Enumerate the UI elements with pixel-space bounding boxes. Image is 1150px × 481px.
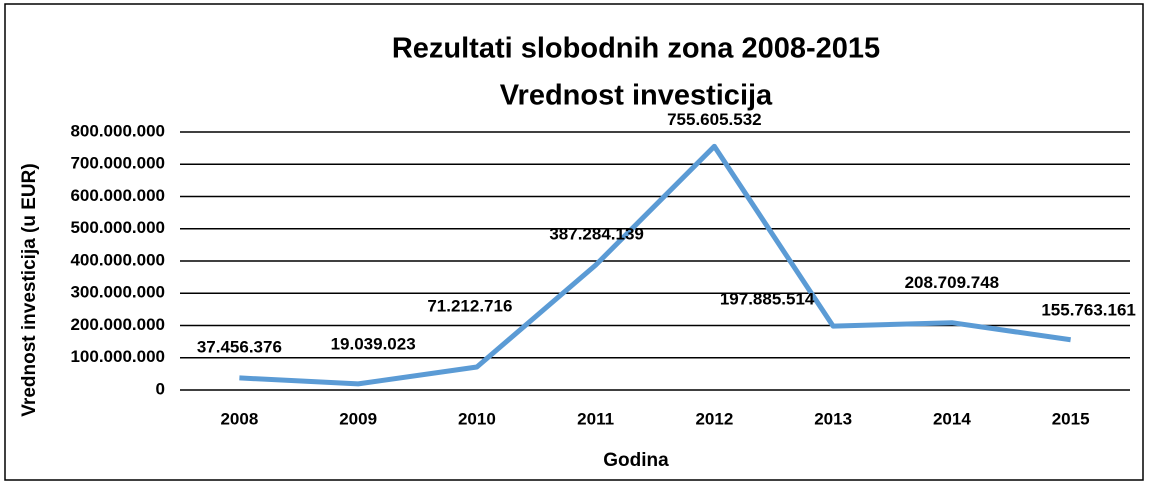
data-label: 155.763.161: [1041, 300, 1136, 319]
y-tick-label: 600.000.000: [70, 186, 165, 205]
x-tick-label: 2014: [933, 409, 971, 428]
chart-title: Rezultati slobodnih zona 2008-2015: [392, 33, 880, 65]
y-tick-label: 0: [156, 379, 165, 398]
y-axis-label: Vrednost investicija (u EUR): [19, 163, 40, 416]
y-tick-label: 500.000.000: [70, 218, 165, 237]
data-label: 197.885.514: [720, 290, 815, 309]
y-tick-label: 100.000.000: [70, 347, 165, 366]
x-tick-label: 2013: [814, 409, 852, 428]
data-label: 755.605.532: [667, 110, 762, 129]
y-tick-label: 300.000.000: [70, 283, 165, 302]
data-label: 37.456.376: [197, 337, 282, 356]
x-axis-label: Godina: [603, 450, 669, 471]
y-tick-label: 700.000.000: [70, 154, 165, 173]
data-label: 71.212.716: [427, 297, 512, 316]
y-tick-label: 200.000.000: [70, 315, 165, 334]
data-label: 387.284.139: [549, 225, 644, 244]
data-label: 19.039.023: [331, 334, 416, 353]
y-tick-label: 800.000.000: [70, 121, 165, 140]
x-tick-label: 2015: [1052, 409, 1090, 428]
x-tick-label: 2012: [695, 409, 733, 428]
x-tick-label: 2011: [577, 409, 614, 428]
x-tick-label: 2008: [220, 409, 258, 428]
data-line: [239, 143, 1071, 387]
x-tick-label: 2010: [458, 409, 496, 428]
chart-title: Vrednost investicija: [500, 80, 773, 112]
chart-border: [4, 3, 1144, 481]
y-tick-label: 400.000.000: [70, 250, 165, 269]
data-label: 208.709.748: [905, 273, 1000, 292]
x-tick-label: 2009: [339, 409, 377, 428]
